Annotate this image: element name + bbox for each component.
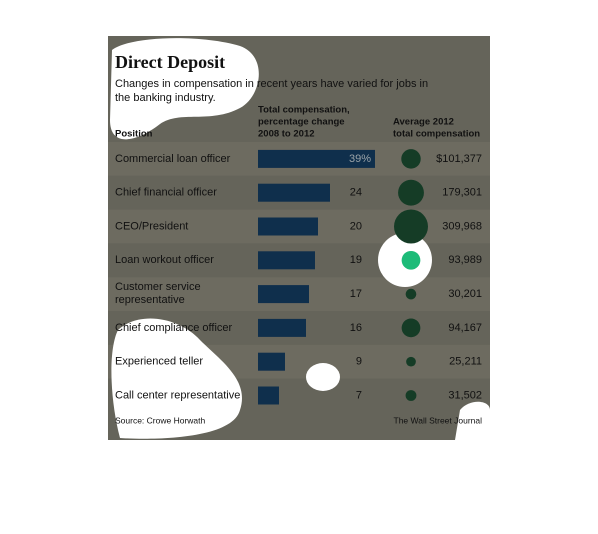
category-label: Customer service [115,281,201,293]
bar [258,285,309,304]
category-label: Call center representative [115,389,240,401]
category-label: CEO/President [115,220,188,232]
category-label: Experienced teller [115,356,203,368]
size-header: Average 2012 [393,117,454,128]
values-header: 2008 to 2012 [258,129,315,140]
bar [258,318,306,337]
bubble [401,318,421,338]
value-label: 7 [356,389,362,401]
blob [455,401,490,440]
bar [258,352,285,371]
category-header: Position [115,129,153,140]
size-header: total compensation [393,129,480,140]
category-label: representative [115,294,185,306]
size-label: 179,301 [442,187,482,199]
bubble [401,149,421,169]
source: Source: Crowe Horwath [115,415,206,425]
value-label: 9 [356,356,362,368]
chart-subtitle: Changes in compensation in recent years … [115,78,428,104]
bubble [401,250,421,270]
bubble [405,288,417,300]
value-label: 17 [350,288,362,300]
bubble [406,356,416,367]
category-label: Commercial loan officer [115,153,231,165]
chart-title: Direct Deposit [115,52,225,72]
size-label: 309,968 [442,220,482,232]
blob [111,318,242,439]
size-label: $101,377 [436,153,482,165]
category-label: Loan workout officer [115,254,214,266]
size-label: 30,201 [448,288,482,300]
values-header: percentage change [258,117,345,128]
bar [258,149,375,168]
size-label: 31,502 [448,389,482,401]
value-label: 39% [349,153,371,165]
value-label: 16 [350,322,362,334]
size-label: 94,167 [448,322,482,334]
value-label: 24 [350,187,362,199]
blob [110,38,259,140]
blob [306,363,340,391]
size-label: 25,211 [449,356,482,368]
bar [258,183,330,202]
category-label: Chief financial officer [115,187,217,199]
bar [258,386,279,405]
bubble [405,390,417,401]
credit: The Wall Street Journal [394,415,483,425]
values-header: Total compensation, [258,105,350,116]
value-label: 20 [350,220,362,232]
bar [258,251,315,270]
bubble [398,179,424,206]
size-label: 93,989 [448,254,482,266]
bubble [394,209,428,244]
bar [258,217,318,236]
category-label: Chief compliance officer [115,322,233,334]
value-label: 19 [350,254,362,266]
